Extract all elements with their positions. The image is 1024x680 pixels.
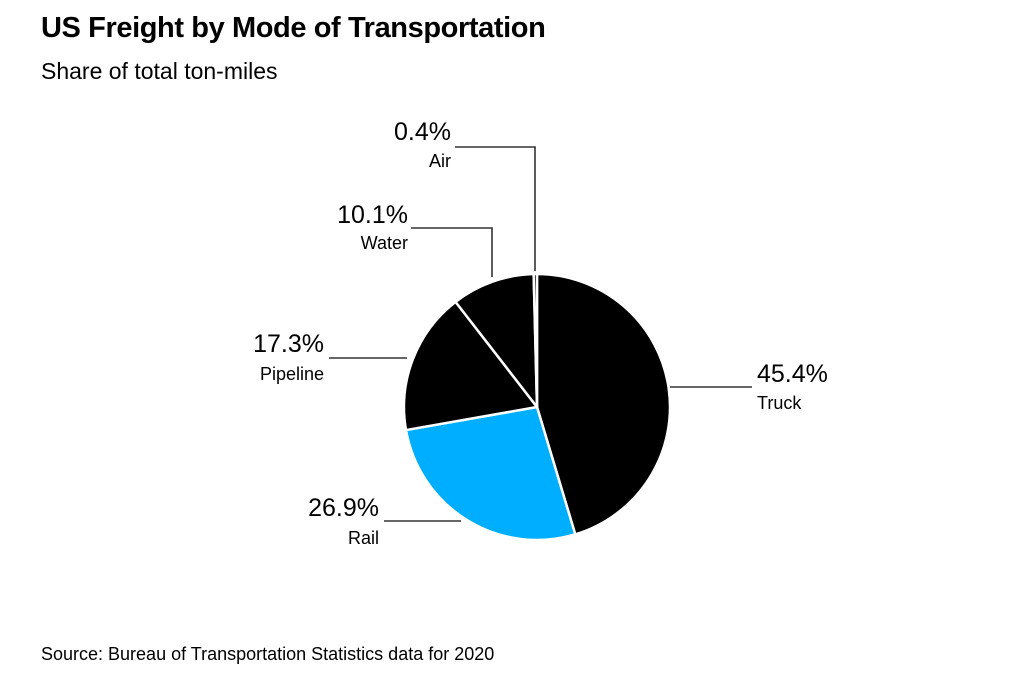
leader-line-water — [411, 227, 493, 277]
slice-category-label-water: Water — [361, 233, 408, 253]
chart-title: US Freight by Mode of Transportation — [41, 12, 546, 44]
slice-category-label-pipeline: Pipeline — [260, 364, 324, 384]
pie-slice-truck — [535, 272, 672, 536]
leader-lines — [329, 146, 752, 522]
chart-subtitle: Share of total ton-miles — [41, 58, 278, 84]
source-note: Source: Bureau of Transportation Statist… — [41, 644, 495, 664]
slice-category-label-truck: Truck — [757, 393, 802, 413]
slice-labels: 45.4% Truck 26.9% Rail 17.3% Pipeline 10… — [253, 118, 828, 548]
pie-slice-pipeline — [402, 300, 539, 432]
slice-value-label-water: 10.1% — [337, 201, 408, 229]
pie-slice-rail — [404, 405, 577, 542]
slice-value-label-pipeline: 17.3% — [253, 330, 324, 358]
slice-value-label-truck: 45.4% — [757, 360, 828, 388]
pie-slice-water — [454, 272, 539, 409]
leader-line-air — [455, 146, 536, 271]
pie-slice-air — [532, 272, 539, 409]
slice-value-label-rail: 26.9% — [308, 494, 379, 522]
slice-value-label-air: 0.4% — [394, 118, 451, 146]
pie-slices — [402, 272, 672, 542]
slice-category-label-air: Air — [429, 151, 451, 171]
slice-category-label-rail: Rail — [348, 528, 379, 548]
